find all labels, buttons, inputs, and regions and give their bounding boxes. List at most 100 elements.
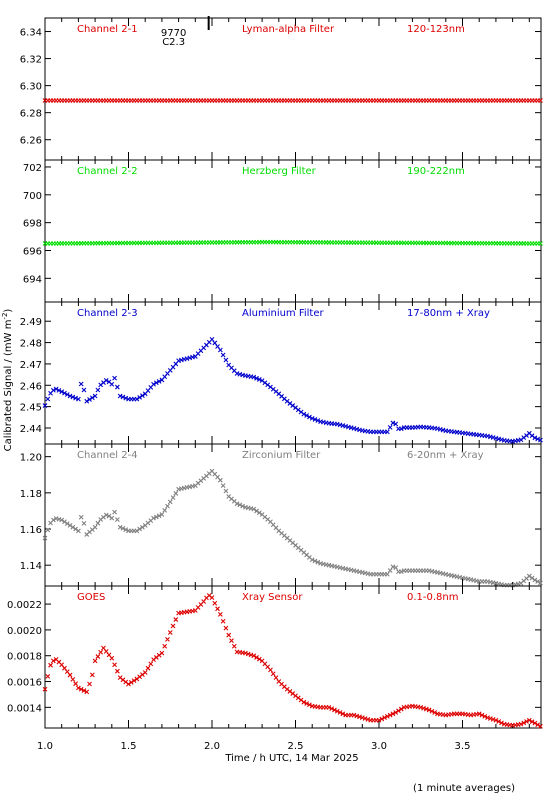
data-point (64, 392, 70, 397)
data-point (268, 667, 273, 673)
data-point (117, 393, 123, 399)
data-point (50, 387, 56, 393)
wavelength-band: 6-20nm + Xray (407, 450, 484, 461)
data-point (156, 513, 162, 519)
data-point (307, 414, 312, 420)
data-point (309, 415, 315, 421)
data-point (398, 706, 404, 712)
data-point (220, 352, 226, 358)
filter-name: Lyman-alpha Filter (242, 24, 335, 35)
data-point (387, 424, 393, 430)
panel-frame (44, 17, 542, 161)
data-point (103, 512, 109, 518)
data-point (95, 387, 101, 393)
data-point (81, 387, 87, 393)
data-point (53, 386, 59, 392)
wavelength-band: 190-222nm (407, 166, 465, 177)
data-point (151, 381, 156, 387)
data-point (159, 650, 165, 656)
y-tick-label: 0.0018 (7, 652, 42, 663)
data-point (499, 720, 504, 726)
data-point (315, 559, 321, 565)
series-name: Channel 2-2 (77, 166, 138, 177)
y-tick-label: 700 (23, 191, 42, 202)
data-point (429, 708, 435, 714)
data-point (45, 527, 51, 533)
data-point (45, 396, 51, 402)
data-point (396, 708, 401, 714)
data-point (256, 510, 262, 516)
data-point (78, 686, 84, 692)
data-point (42, 403, 48, 408)
wavelength-band: 120-123nm (407, 24, 465, 35)
data-point (145, 665, 151, 671)
data-point (70, 394, 76, 400)
data-point (254, 655, 259, 660)
data-point (384, 429, 390, 435)
data-point (332, 707, 337, 713)
panel-2: 694 696 698 700 702 Channel 2-2 Herzberg Filte… (23, 159, 543, 303)
panel-3: 2.44 2.45 2.46 2.47 2.48 2.49 Channel 2-3 Alumi… (20, 301, 543, 445)
data-point (382, 715, 387, 721)
data-point (162, 643, 168, 649)
data-point (78, 381, 84, 387)
averaging-note: (1 minute averages) (413, 783, 515, 794)
data-point (92, 393, 98, 399)
data-point (117, 524, 123, 530)
data-point (59, 389, 65, 395)
data-point (398, 426, 404, 432)
data-point (312, 417, 318, 422)
data-point (112, 662, 117, 668)
data-point (479, 712, 485, 718)
data-point (229, 638, 234, 644)
y-tick-label: 2.47 (20, 360, 42, 371)
data-point (109, 381, 115, 387)
data-point (114, 517, 120, 523)
data-point (76, 685, 81, 691)
data-point (87, 397, 92, 402)
data-point (532, 435, 538, 441)
data-point (126, 681, 131, 687)
data-point (128, 679, 134, 685)
data-point (529, 719, 535, 725)
data-point (532, 577, 538, 583)
data-point (432, 710, 438, 715)
data-point (521, 720, 527, 726)
x-tick-label: 1.5 (121, 741, 137, 752)
data-point (103, 377, 109, 383)
data-point (532, 720, 538, 726)
y-axis-label-main: Calibrated Signal / (mW m (3, 320, 14, 452)
data-point (142, 670, 148, 675)
data-point (379, 716, 385, 722)
data-point (167, 499, 173, 505)
event-marker: 9770 C2.3 (161, 16, 210, 48)
data-points (42, 336, 543, 444)
data-point (67, 672, 73, 678)
data-point (76, 528, 81, 534)
data-point (393, 710, 399, 715)
data-point (304, 413, 310, 418)
filter-name: Aluminium Filter (242, 308, 325, 319)
data-point (476, 711, 482, 717)
series-name: Channel 2-1 (77, 24, 138, 35)
data-point (326, 704, 332, 710)
data-point (334, 708, 340, 714)
data-point (112, 509, 117, 515)
y-tick-label: 1.16 (20, 525, 42, 536)
filter-name: Xray Sensor (242, 592, 303, 603)
data-point (153, 380, 159, 386)
data-point (251, 506, 257, 512)
data-point (390, 420, 396, 426)
data-point (153, 514, 159, 520)
y-tick-label: 1.18 (20, 489, 42, 500)
data-point (538, 98, 543, 103)
data-point (390, 711, 396, 717)
x-tick-label: 2.0 (204, 741, 220, 752)
data-point (114, 384, 120, 390)
y-tick-label: 694 (23, 274, 42, 285)
data-point (329, 706, 335, 712)
data-point (535, 579, 541, 584)
data-point (76, 396, 81, 402)
data-point (140, 524, 145, 530)
